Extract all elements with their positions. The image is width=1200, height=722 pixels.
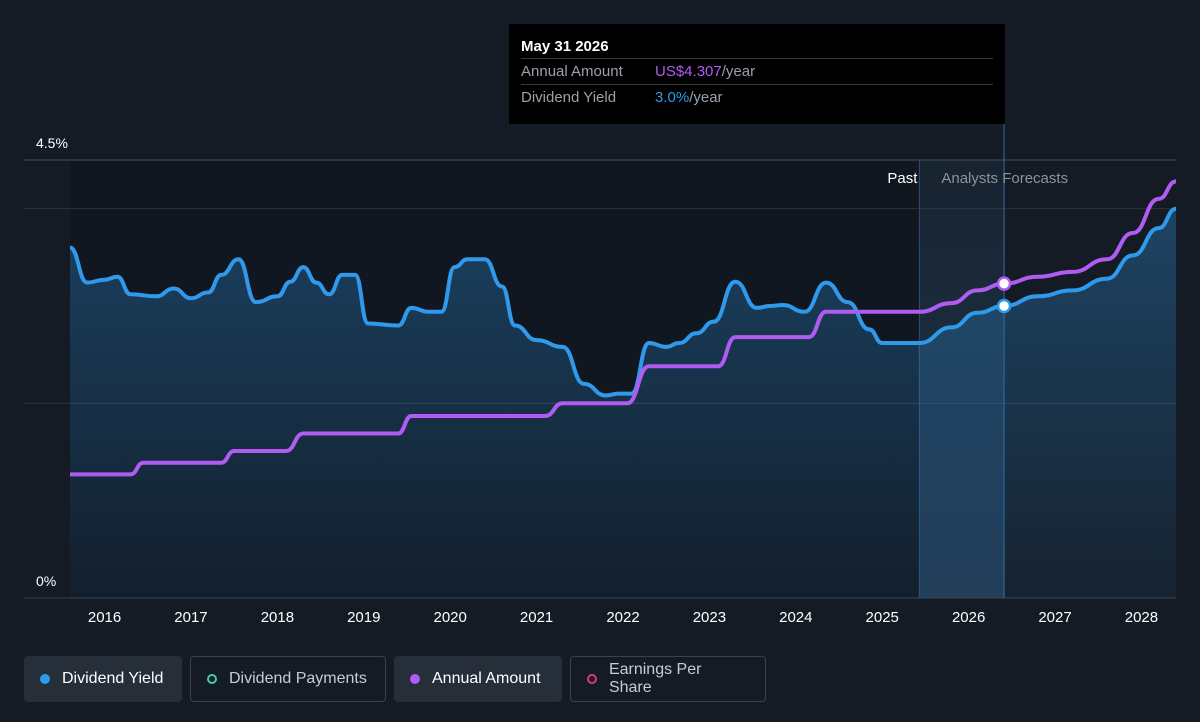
tooltip-dividend-yield-value: 3.0% [655,89,690,106]
tooltip-dividend-yield-unit: /year [689,89,723,106]
x-tick-label: 2020 [434,609,467,626]
legend-dot-earnings-per-share [587,674,597,684]
legend-dividend-payments[interactable]: Dividend Payments [190,656,386,702]
y-axis-bottom-label: 0% [36,573,56,589]
tooltip-annual-amount-value: US$4.307 [655,63,722,80]
legend-dividend-yield-label: Dividend Yield [62,670,164,687]
legend-dot-dividend-payments [207,674,217,684]
legend-annual-amount-label: Annual Amount [432,670,541,687]
x-tick-label: 2027 [1038,609,1071,626]
x-tick-label: 2018 [261,609,294,626]
x-tick-label: 2023 [693,609,726,626]
x-tick-label: 2025 [866,609,899,626]
hover-tooltip: May 31 2026 Annual Amount US$4.307/year … [509,24,1005,124]
x-tick-label: 2016 [88,609,121,626]
past-label: Past [887,170,918,187]
legend-dividend-payments-label: Dividend Payments [229,670,367,687]
dividend-yield-marker [996,298,1012,314]
x-tick-label: 2019 [347,609,380,626]
legend-dividend-yield[interactable]: Dividend Yield [24,656,182,702]
legend-annual-amount[interactable]: Annual Amount [394,656,562,702]
tooltip-date: May 31 2026 [521,38,609,55]
analysts-forecasts-label: Analysts Forecasts [941,170,1068,187]
x-tick-label: 2022 [606,609,639,626]
legend-earnings-per-share[interactable]: Earnings Per Share [570,656,766,702]
legend-earnings-per-share-label: Earnings Per Share [608,661,702,696]
tooltip-annual-amount-label: Annual Amount [521,63,623,80]
tooltip-row-annual-amount: Annual Amount US$4.307/year [521,58,993,84]
legend-dot-dividend-yield [40,674,50,684]
chart-legend: Dividend Yield Dividend Payments Annual … [24,656,766,702]
x-tick-label: 2024 [779,609,812,626]
tooltip-annual-amount-unit: /year [721,63,756,80]
y-axis-top-label: 4.5% [36,135,68,151]
x-tick-label: 2017 [174,609,207,626]
annual-amount-marker [996,276,1012,291]
tooltip-row-dividend-yield: Dividend Yield 3.0%/year [521,84,993,110]
x-tick-label: 2028 [1125,609,1158,626]
tooltip-dividend-yield-label: Dividend Yield [521,89,617,106]
x-tick-label: 2026 [952,609,985,626]
dividend-yield-line [69,206,1177,398]
x-tick-label: 2021 [520,609,553,626]
legend-dot-annual-amount [410,674,420,684]
